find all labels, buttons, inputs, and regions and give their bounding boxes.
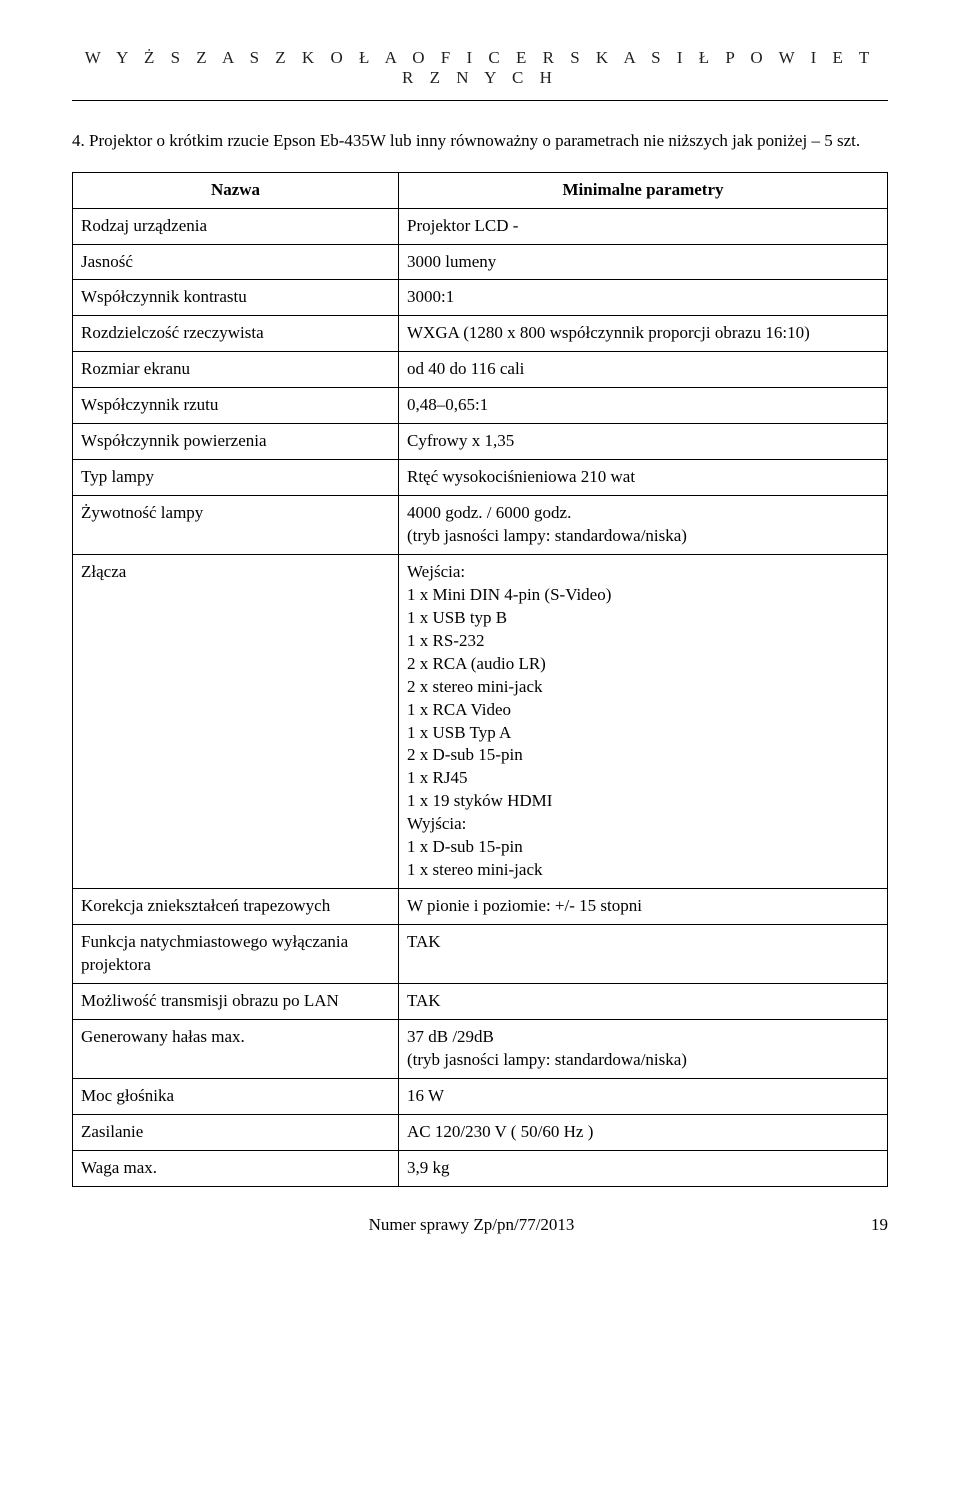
- cell-value: 3,9 kg: [399, 1150, 888, 1186]
- table-row: Typ lampy Rtęć wysokociśnieniowa 210 wat: [73, 460, 888, 496]
- cell-value: AC 120/230 V ( 50/60 Hz ): [399, 1114, 888, 1150]
- cell-label: Rodzaj urządzenia: [73, 208, 399, 244]
- table-row: Złącza Wejścia: 1 x Mini DIN 4-pin (S-Vi…: [73, 554, 888, 888]
- table-row: Współczynnik rzutu 0,48–0,65:1: [73, 388, 888, 424]
- table-row: Możliwość transmisji obrazu po LAN TAK: [73, 983, 888, 1019]
- page-number: 19: [871, 1215, 888, 1235]
- cell-value: 3000:1: [399, 280, 888, 316]
- table-row: Współczynnik powierzenia Cyfrowy x 1,35: [73, 424, 888, 460]
- cell-label: Współczynnik powierzenia: [73, 424, 399, 460]
- cell-label: Funkcja natychmiastowego wyłączania proj…: [73, 925, 399, 984]
- cell-label: Zasilanie: [73, 1114, 399, 1150]
- intro-text: Projektor o krótkim rzucie Epson Eb-435W…: [89, 131, 860, 150]
- cell-label: Współczynnik rzutu: [73, 388, 399, 424]
- table-row: Moc głośnika 16 W: [73, 1078, 888, 1114]
- cell-label: Waga max.: [73, 1150, 399, 1186]
- cell-label: Generowany hałas max.: [73, 1019, 399, 1078]
- cell-value: 16 W: [399, 1078, 888, 1114]
- cell-value: 0,48–0,65:1: [399, 388, 888, 424]
- table-row: Zasilanie AC 120/230 V ( 50/60 Hz ): [73, 1114, 888, 1150]
- cell-value: Projektor LCD -: [399, 208, 888, 244]
- table-row: Jasność 3000 lumeny: [73, 244, 888, 280]
- cell-label: Złącza: [73, 554, 399, 888]
- table-row: Żywotność lampy 4000 godz. / 6000 godz. …: [73, 496, 888, 555]
- case-number: Numer sprawy Zp/pn/77/2013: [369, 1215, 575, 1234]
- page-footer: Numer sprawy Zp/pn/77/2013 19: [72, 1215, 888, 1235]
- intro-number: 4.: [72, 131, 85, 150]
- cell-value: Wejścia: 1 x Mini DIN 4-pin (S-Video) 1 …: [399, 554, 888, 888]
- table-row: Generowany hałas max. 37 dB /29dB (tryb …: [73, 1019, 888, 1078]
- cell-value: Cyfrowy x 1,35: [399, 424, 888, 460]
- cell-label: Żywotność lampy: [73, 496, 399, 555]
- table-row: Rozmiar ekranu od 40 do 116 cali: [73, 352, 888, 388]
- cell-label: Jasność: [73, 244, 399, 280]
- col-header-params: Minimalne parametry: [399, 172, 888, 208]
- cell-value: W pionie i poziomie: +/- 15 stopni: [399, 889, 888, 925]
- table-row: Rodzaj urządzenia Projektor LCD -: [73, 208, 888, 244]
- cell-label: Rozmiar ekranu: [73, 352, 399, 388]
- table-header-row: Nazwa Minimalne parametry: [73, 172, 888, 208]
- spec-table: Nazwa Minimalne parametry Rodzaj urządze…: [72, 172, 888, 1187]
- cell-value: 37 dB /29dB (tryb jasności lampy: standa…: [399, 1019, 888, 1078]
- cell-label: Typ lampy: [73, 460, 399, 496]
- table-row: Korekcja zniekształceń trapezowych W pio…: [73, 889, 888, 925]
- cell-label: Rozdzielczość rzeczywista: [73, 316, 399, 352]
- table-row: Rozdzielczość rzeczywista WXGA (1280 x 8…: [73, 316, 888, 352]
- cell-value: od 40 do 116 cali: [399, 352, 888, 388]
- cell-value: TAK: [399, 983, 888, 1019]
- cell-label: Możliwość transmisji obrazu po LAN: [73, 983, 399, 1019]
- cell-value: 3000 lumeny: [399, 244, 888, 280]
- intro-paragraph: 4. Projektor o krótkim rzucie Epson Eb-4…: [72, 129, 888, 154]
- header-rule: [72, 100, 888, 101]
- cell-label: Moc głośnika: [73, 1078, 399, 1114]
- cell-value: 4000 godz. / 6000 godz. (tryb jasności l…: [399, 496, 888, 555]
- cell-value: TAK: [399, 925, 888, 984]
- table-row: Funkcja natychmiastowego wyłączania proj…: [73, 925, 888, 984]
- cell-value: WXGA (1280 x 800 współczynnik proporcji …: [399, 316, 888, 352]
- cell-label: Korekcja zniekształceń trapezowych: [73, 889, 399, 925]
- table-row: Waga max. 3,9 kg: [73, 1150, 888, 1186]
- table-row: Współczynnik kontrastu 3000:1: [73, 280, 888, 316]
- cell-value: Rtęć wysokociśnieniowa 210 wat: [399, 460, 888, 496]
- cell-label: Współczynnik kontrastu: [73, 280, 399, 316]
- col-header-name: Nazwa: [73, 172, 399, 208]
- letterhead: W Y Ż S Z A S Z K O Ł A O F I C E R S K …: [72, 48, 888, 88]
